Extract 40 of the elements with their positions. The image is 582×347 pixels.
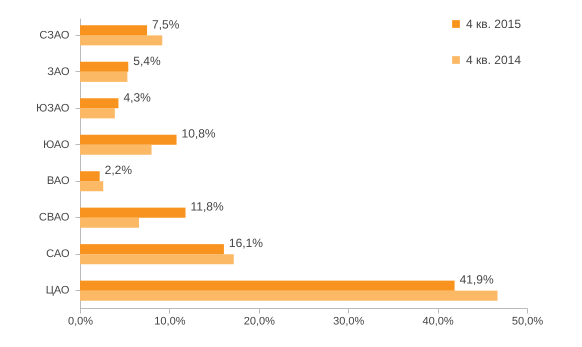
legend-label: 4 кв. 2014 (466, 53, 522, 67)
bar (80, 244, 224, 254)
bar (80, 108, 115, 118)
y-tick-label: СЗАО (39, 29, 70, 42)
data-label: 41,9% (460, 272, 494, 287)
bar (80, 181, 104, 192)
y-tick-label: САО (46, 248, 70, 260)
bar (80, 254, 234, 264)
bar (80, 35, 162, 46)
bar (80, 98, 118, 108)
data-label: 7,5% (152, 17, 180, 32)
bar (80, 144, 152, 155)
y-tick-label: ЮЗАО (36, 102, 70, 114)
data-label: 2,2% (104, 163, 132, 178)
x-tick-label: 30,0% (333, 316, 365, 328)
y-tick-label: ЮАО (43, 138, 70, 151)
x-tick-label: 40,0% (422, 316, 454, 328)
bar (80, 171, 100, 182)
bar (80, 290, 498, 301)
data-label: 5,4% (133, 54, 161, 68)
bar (80, 25, 148, 36)
y-tick-label: ЗАО (47, 66, 70, 78)
bar (80, 62, 128, 72)
bar (80, 218, 140, 228)
bar (80, 280, 455, 291)
data-label: 4,3% (123, 90, 152, 104)
data-label: 11,8% (190, 200, 224, 214)
y-tick-label: ВАО (46, 175, 70, 188)
bar (80, 208, 186, 218)
bar (80, 72, 128, 82)
y-tick-label: СВАО (38, 212, 70, 224)
data-label: 16,1% (228, 236, 264, 250)
y-tick-label: ЦАО (46, 284, 70, 297)
data-label: 10,8% (182, 126, 216, 141)
x-tick-label: 20,0% (244, 316, 276, 328)
legend-label: 4 кв. 2015 (466, 17, 522, 31)
x-tick-label: 50,0% (512, 316, 544, 328)
x-tick-label: 10,0% (154, 316, 186, 328)
bar (80, 134, 177, 145)
x-tick-label: 0,0% (68, 316, 94, 328)
